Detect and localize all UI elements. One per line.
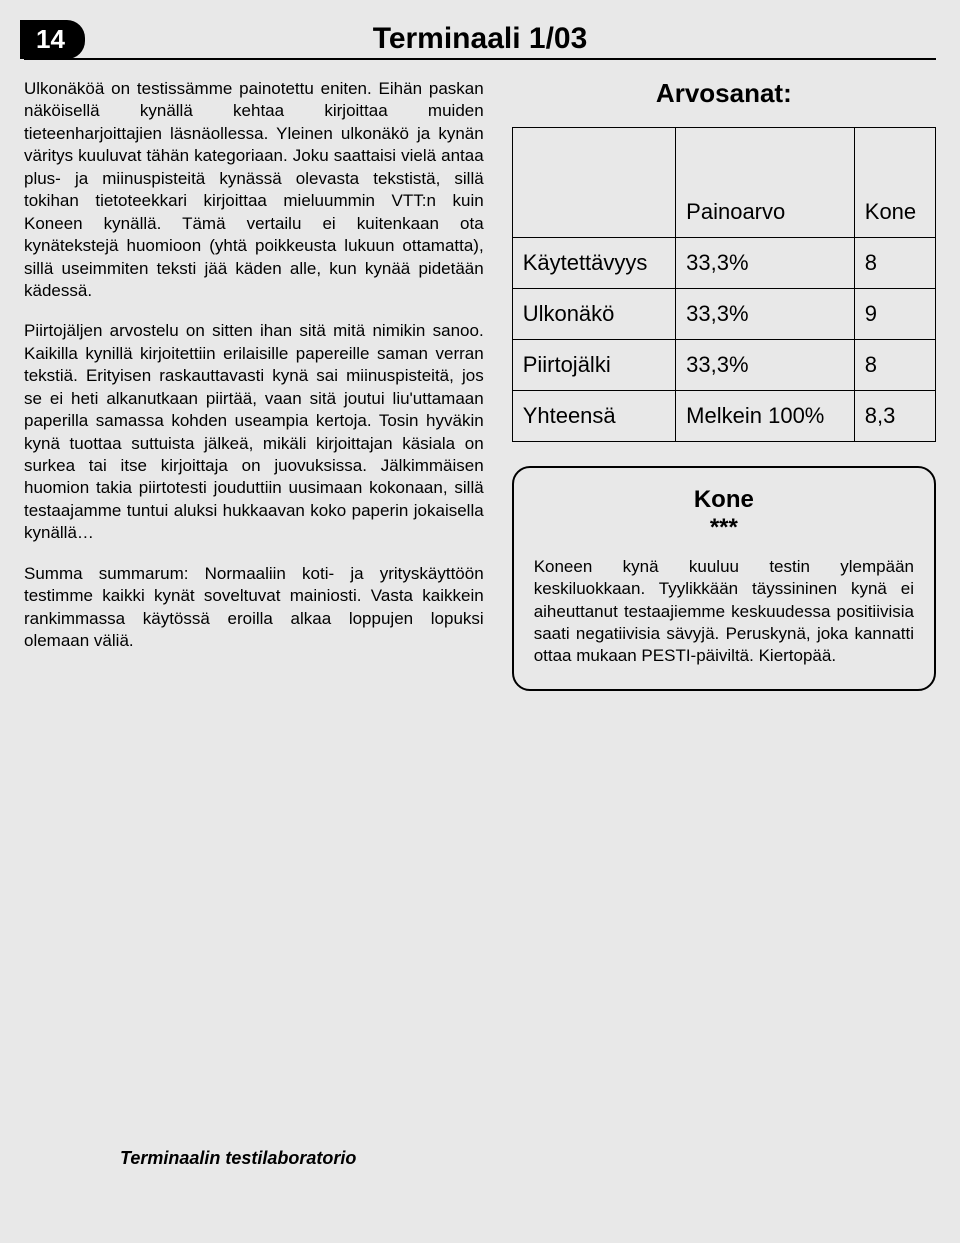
ratings-row-weight: 33,3% xyxy=(676,238,855,289)
ratings-header-weight: Painoarvo xyxy=(676,128,855,238)
publication-title: Terminaali 1/03 xyxy=(24,20,936,56)
ratings-total-label: Yhteensä xyxy=(512,391,675,442)
body-paragraph: Summa summarum: Normaaliin koti- ja yrit… xyxy=(24,563,484,653)
review-stars: *** xyxy=(534,514,914,542)
ratings-row-score: 8 xyxy=(854,340,935,391)
review-body: Koneen kynä kuuluu testin ylempään keski… xyxy=(534,556,914,666)
ratings-header-score: Kone xyxy=(854,128,935,238)
footer-credit: Terminaalin testilaboratorio xyxy=(120,1148,356,1169)
body-paragraph: Piirtojäljen arvostelu on sitten ihan si… xyxy=(24,320,484,544)
ratings-table: Painoarvo Kone Käytettävyys 33,3% 8 Ulko… xyxy=(512,127,936,442)
ratings-total-weight: Melkein 100% xyxy=(676,391,855,442)
ratings-title: Arvosanat: xyxy=(512,78,936,109)
ratings-row-weight: 33,3% xyxy=(676,340,855,391)
article-body: Ulkonäköä on testissämme painotettu enit… xyxy=(24,78,484,691)
review-product-name: Kone xyxy=(534,486,914,514)
body-paragraph: Ulkonäköä on testissämme painotettu enit… xyxy=(24,78,484,302)
review-box: Kone *** Koneen kynä kuuluu testin ylemp… xyxy=(512,466,936,690)
page-number-badge: 14 xyxy=(20,20,85,59)
ratings-header-empty xyxy=(512,128,675,238)
ratings-row-label: Käytettävyys xyxy=(512,238,675,289)
ratings-row-score: 9 xyxy=(854,289,935,340)
ratings-row-label: Piirtojälki xyxy=(512,340,675,391)
ratings-row-weight: 33,3% xyxy=(676,289,855,340)
ratings-row-label: Ulkonäkö xyxy=(512,289,675,340)
ratings-total-score: 8,3 xyxy=(854,391,935,442)
ratings-row-score: 8 xyxy=(854,238,935,289)
page-header: 14 Terminaali 1/03 xyxy=(24,20,936,60)
header-rule xyxy=(24,58,936,60)
